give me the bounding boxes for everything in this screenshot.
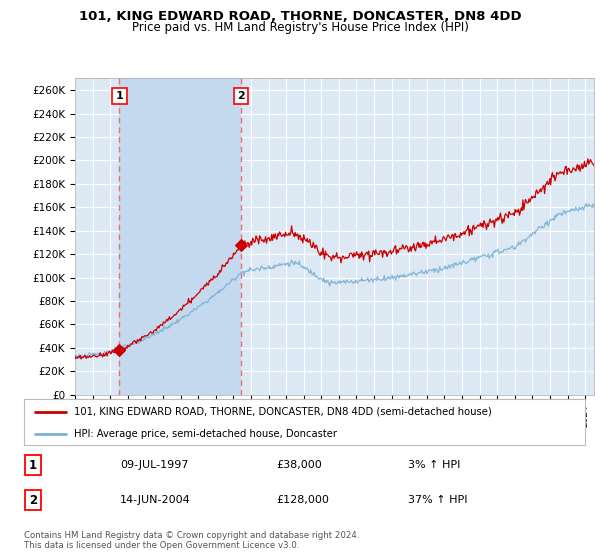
- Point: [236, 240, 246, 249]
- Text: 3% ↑ HPI: 3% ↑ HPI: [408, 460, 460, 470]
- Text: 1: 1: [115, 91, 123, 101]
- Text: 1: 1: [29, 459, 37, 472]
- Text: 2: 2: [238, 91, 245, 101]
- Text: 37% ↑ HPI: 37% ↑ HPI: [408, 495, 467, 505]
- Point: [115, 346, 124, 354]
- Text: 101, KING EDWARD ROAD, THORNE, DONCASTER, DN8 4DD (semi-detached house): 101, KING EDWARD ROAD, THORNE, DONCASTER…: [74, 407, 492, 417]
- Text: £128,000: £128,000: [276, 495, 329, 505]
- Text: HPI: Average price, semi-detached house, Doncaster: HPI: Average price, semi-detached house,…: [74, 429, 337, 438]
- Text: 2: 2: [29, 493, 37, 507]
- Bar: [119, 78, 241, 395]
- Text: 101, KING EDWARD ROAD, THORNE, DONCASTER, DN8 4DD: 101, KING EDWARD ROAD, THORNE, DONCASTER…: [79, 10, 521, 23]
- Text: 09-JUL-1997: 09-JUL-1997: [120, 460, 188, 470]
- Text: Price paid vs. HM Land Registry's House Price Index (HPI): Price paid vs. HM Land Registry's House …: [131, 21, 469, 34]
- Text: £38,000: £38,000: [276, 460, 322, 470]
- Text: Contains HM Land Registry data © Crown copyright and database right 2024.
This d: Contains HM Land Registry data © Crown c…: [24, 530, 359, 550]
- Text: 14-JUN-2004: 14-JUN-2004: [120, 495, 191, 505]
